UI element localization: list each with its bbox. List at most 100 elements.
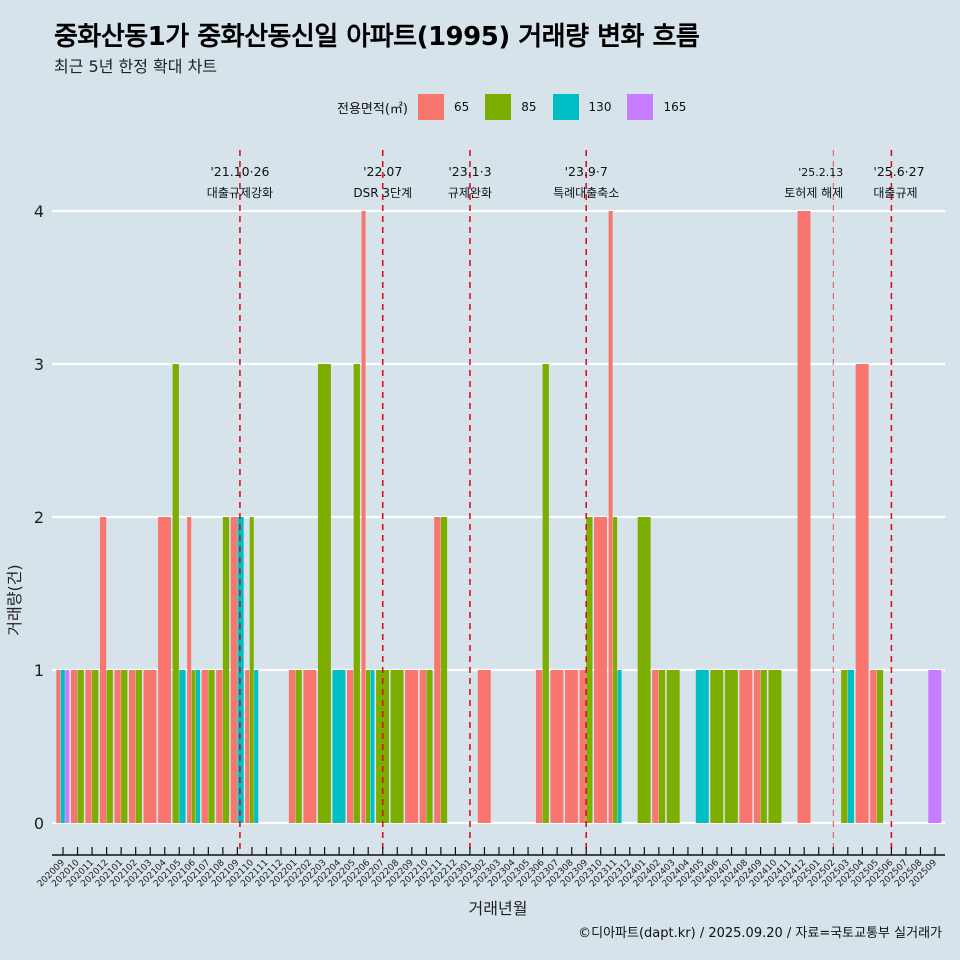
legend-swatch-165 [627,94,654,120]
annotation-label: DSR 3단계 [353,186,412,200]
bar-202503-130 [847,670,855,823]
bar-202105-85 [172,364,179,823]
bar-202106-130 [196,670,201,823]
annotation-date: '25.2.13 [798,166,843,179]
bar-202011-85 [92,670,99,823]
y-tick-label: 0 [34,814,44,833]
legend-item-65: 65 [417,94,475,120]
bar-202409-65 [753,670,761,823]
bar-202408-65 [739,670,753,823]
annotation-date: '23.1·3 [448,164,491,179]
bar-202211-65 [434,517,441,823]
bar-202103-65 [143,670,157,823]
bar-202211-85 [440,517,448,823]
legend-label-65: 65 [453,100,470,114]
bar-202110-65 [245,670,250,823]
annotation-date: '23.9·7 [565,164,608,179]
bar-202210-85 [426,670,433,823]
bar-202410-85 [768,670,782,823]
bar-202307-65 [550,670,564,823]
legend-item-130: 130 [552,94,618,120]
bar-202402-65 [652,670,659,823]
bar-202107-65 [201,670,208,823]
bar-202311-130 [617,670,622,823]
x-axis: 2020092020102020112020122021012021022021… [36,847,945,889]
legend-item-165: 165 [627,94,692,120]
legend-label-85: 85 [521,100,537,114]
bar-202105-130 [179,670,186,823]
legend-swatch-65 [417,94,444,120]
bar-202106-65 [187,517,192,823]
chart-subtitle: 최근 5년 한정 확대 차트 [54,57,218,76]
legend-title: 전용면적(㎡) [337,101,408,117]
annotation-label: 대출규제 [873,186,917,200]
bar-202302-65 [477,670,491,823]
bar-202108-65 [216,670,223,823]
bar-202009-165 [65,670,70,823]
bar-202309-85 [586,517,593,823]
annotation-label: 규제완화 [448,186,492,200]
y-tick-label: 3 [34,355,44,374]
bar-202407-85 [724,670,738,823]
bar-202102-65 [129,670,136,823]
bar-202308-65 [565,670,578,823]
bar-202102-85 [135,670,142,823]
annotation-date: '22.07 [363,164,402,179]
bar-202201-65 [288,670,296,823]
bar-202109-65 [230,517,237,823]
bar-202309-65 [579,670,586,823]
legend-label-165: 165 [663,100,687,114]
bar-202205-85 [353,364,360,823]
bar-202504-65 [855,364,869,823]
bar-202403-85 [666,670,680,823]
bar-202012-65 [99,517,107,823]
bar-202009-65 [56,670,61,823]
bar-202405-130 [695,670,709,823]
bar-202110-130 [254,670,259,823]
bar-202106-85 [191,670,196,823]
annotations: '21.10·26 대출규제강화 '22.07 DSR 3단계 '23.1·3 규제완화 '… [207,150,925,855]
x-axis-title: 거래년월 [469,899,528,918]
bar-202107-85 [208,670,215,823]
bar-202101-65 [114,670,121,823]
bar-202110-85 [249,517,254,823]
bar-202012-85 [106,670,113,823]
annotation-date: '21.10·26 [210,164,269,179]
annotation-label: 토허제 해제 [784,186,843,200]
bar-202505-85 [876,670,884,823]
bar-202010-65 [70,670,78,823]
bar-202206-130 [370,670,375,823]
bar-202509-165 [928,670,942,823]
bar-202009-130 [60,670,65,823]
bar-202210-65 [419,670,426,823]
bar-202310-65 [594,517,607,823]
bar-202306-85 [542,364,549,823]
bar-202406-85 [710,670,724,823]
bar-202206-65 [361,211,366,823]
y-tick-label: 2 [34,508,44,527]
bar-202205-65 [347,670,354,823]
bar-202201-85 [295,670,302,823]
y-tick-label: 4 [34,202,44,221]
bar-202401-85 [637,517,651,823]
annotation-label: 특례대출축소 [553,186,619,200]
annotation-label: 대출규제강화 [207,186,273,200]
legend: 전용면적(㎡) 65 85 130 165 [337,93,702,121]
bar-202503-85 [841,670,848,823]
legend-swatch-130 [552,94,579,120]
bar-202402-85 [658,670,666,823]
bar-202104-65 [158,517,171,823]
y-axis: 0 1 2 3 4 [34,202,44,833]
gridlines [52,209,945,825]
bar-202311-85 [613,517,618,823]
bars [56,211,942,823]
bar-202412-65 [797,211,811,823]
bar-202306-65 [535,670,543,823]
bar-202202-65 [303,670,317,823]
bar-202203-85 [317,364,331,823]
bar-202204-130 [332,670,346,823]
bar-202108-85 [222,517,230,823]
bar-202505-65 [870,670,877,823]
bar-202011-65 [85,670,92,823]
bar-202101-85 [121,670,128,823]
